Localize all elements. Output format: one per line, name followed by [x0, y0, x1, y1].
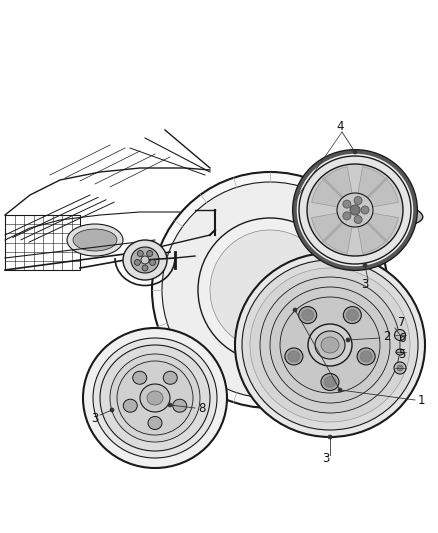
Ellipse shape	[73, 229, 117, 251]
Ellipse shape	[67, 224, 123, 256]
Ellipse shape	[173, 399, 187, 412]
Ellipse shape	[315, 331, 345, 359]
Text: 2: 2	[383, 330, 391, 343]
Ellipse shape	[162, 182, 378, 398]
Ellipse shape	[302, 310, 314, 320]
Circle shape	[338, 388, 342, 392]
Circle shape	[141, 256, 149, 264]
Ellipse shape	[250, 268, 410, 422]
Ellipse shape	[293, 150, 417, 270]
Bar	[5, 215, 80, 270]
Ellipse shape	[163, 372, 177, 384]
Ellipse shape	[288, 351, 300, 362]
Circle shape	[142, 265, 148, 271]
Text: 4: 4	[336, 119, 344, 133]
Ellipse shape	[198, 218, 342, 362]
Circle shape	[363, 263, 367, 267]
Ellipse shape	[117, 361, 193, 435]
Ellipse shape	[83, 328, 227, 468]
Text: 6: 6	[398, 332, 406, 344]
Circle shape	[134, 260, 141, 265]
Ellipse shape	[270, 287, 390, 403]
Ellipse shape	[148, 416, 162, 430]
Ellipse shape	[299, 156, 411, 264]
Ellipse shape	[299, 306, 317, 324]
Circle shape	[346, 338, 350, 342]
Text: 7: 7	[398, 316, 406, 328]
Ellipse shape	[303, 196, 423, 228]
Ellipse shape	[131, 247, 159, 273]
Circle shape	[147, 251, 153, 256]
Ellipse shape	[242, 260, 418, 430]
Ellipse shape	[152, 172, 388, 408]
Text: 5: 5	[398, 349, 406, 361]
Circle shape	[150, 260, 155, 265]
Wedge shape	[355, 167, 398, 210]
Circle shape	[395, 329, 406, 341]
Ellipse shape	[307, 164, 403, 256]
Ellipse shape	[140, 384, 170, 412]
Ellipse shape	[396, 349, 404, 355]
Wedge shape	[355, 210, 398, 253]
Ellipse shape	[280, 297, 380, 393]
Ellipse shape	[147, 391, 163, 405]
Circle shape	[293, 308, 297, 312]
Ellipse shape	[360, 351, 372, 362]
Ellipse shape	[235, 253, 425, 437]
Circle shape	[353, 150, 357, 154]
Ellipse shape	[337, 193, 373, 227]
Ellipse shape	[93, 338, 217, 458]
Circle shape	[343, 212, 351, 220]
Ellipse shape	[285, 348, 303, 365]
Ellipse shape	[100, 345, 210, 451]
Ellipse shape	[324, 376, 336, 387]
Ellipse shape	[357, 348, 375, 365]
Ellipse shape	[321, 374, 339, 391]
Ellipse shape	[260, 277, 400, 413]
Ellipse shape	[133, 372, 147, 384]
Circle shape	[328, 435, 332, 439]
Circle shape	[354, 197, 362, 205]
Ellipse shape	[210, 230, 330, 350]
Circle shape	[168, 403, 172, 407]
Text: 3: 3	[91, 411, 99, 424]
Circle shape	[110, 408, 114, 412]
Ellipse shape	[110, 354, 200, 442]
Circle shape	[397, 365, 403, 371]
Circle shape	[350, 205, 360, 215]
Circle shape	[394, 362, 406, 374]
Ellipse shape	[321, 337, 339, 353]
Circle shape	[354, 215, 362, 223]
Text: 3: 3	[322, 451, 330, 464]
Wedge shape	[312, 210, 355, 253]
Ellipse shape	[123, 240, 167, 280]
Ellipse shape	[308, 324, 352, 366]
Circle shape	[343, 200, 351, 208]
Wedge shape	[312, 167, 355, 210]
Ellipse shape	[346, 310, 358, 320]
Circle shape	[361, 206, 369, 214]
Ellipse shape	[123, 399, 137, 412]
Text: 8: 8	[198, 401, 205, 415]
Text: 3: 3	[361, 278, 369, 290]
Circle shape	[137, 251, 143, 256]
Ellipse shape	[343, 306, 361, 324]
Text: 1: 1	[418, 393, 425, 407]
